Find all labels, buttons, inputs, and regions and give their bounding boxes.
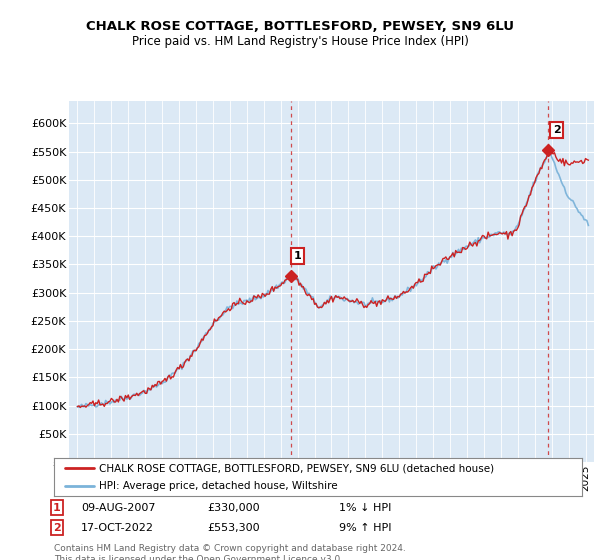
Text: Price paid vs. HM Land Registry's House Price Index (HPI): Price paid vs. HM Land Registry's House … [131,35,469,48]
Text: 2: 2 [53,522,61,533]
Text: CHALK ROSE COTTAGE, BOTTLESFORD, PEWSEY, SN9 6LU: CHALK ROSE COTTAGE, BOTTLESFORD, PEWSEY,… [86,20,514,32]
Text: £553,300: £553,300 [207,522,260,533]
Text: Contains HM Land Registry data © Crown copyright and database right 2024.
This d: Contains HM Land Registry data © Crown c… [54,544,406,560]
Text: 17-OCT-2022: 17-OCT-2022 [81,522,154,533]
Text: HPI: Average price, detached house, Wiltshire: HPI: Average price, detached house, Wilt… [99,481,338,491]
Text: 2: 2 [553,125,560,135]
Text: 1: 1 [294,251,302,261]
Text: 1% ↓ HPI: 1% ↓ HPI [339,503,391,513]
Text: 09-AUG-2007: 09-AUG-2007 [81,503,155,513]
Text: 9% ↑ HPI: 9% ↑ HPI [339,522,391,533]
Text: CHALK ROSE COTTAGE, BOTTLESFORD, PEWSEY, SN9 6LU (detached house): CHALK ROSE COTTAGE, BOTTLESFORD, PEWSEY,… [99,463,494,473]
Text: 1: 1 [53,503,61,513]
Text: £330,000: £330,000 [207,503,260,513]
